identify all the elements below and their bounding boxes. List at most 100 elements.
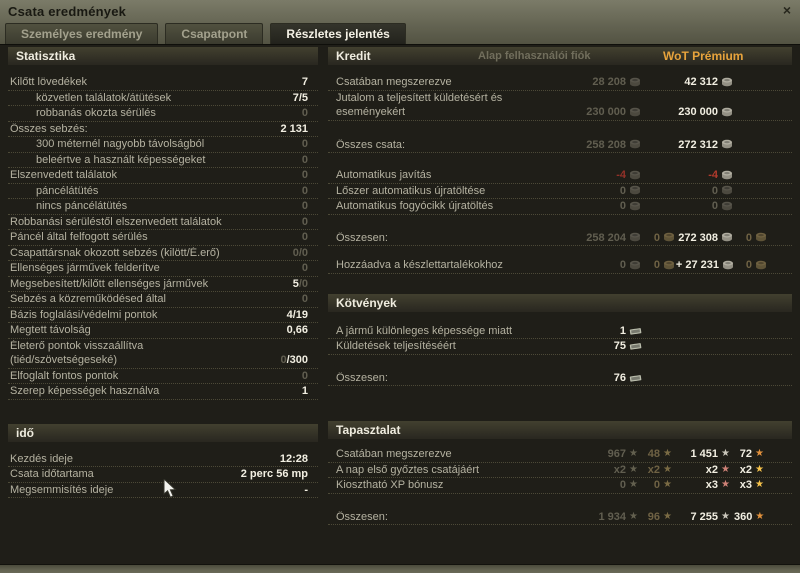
xp-star-icon: ★ — [718, 510, 734, 522]
stat-row: Szerep képességek használva 1 — [8, 384, 318, 400]
credit-value: -4 — [616, 169, 626, 182]
credits-icon — [626, 170, 642, 181]
credits-icon — [626, 185, 642, 196]
time-value: - — [304, 483, 308, 496]
stat-row: beleértve a használt képességeket 0 — [8, 153, 318, 168]
credits-icon — [626, 260, 642, 271]
xp-value: 967 — [607, 448, 626, 461]
bonds-header: Kötvények — [328, 293, 792, 312]
stat-value: /300 — [286, 354, 308, 367]
bond-label: Küldetések teljesítéséért — [336, 340, 456, 353]
stat-row: Csapattársnak okozott sebzés (kilött/É.e… — [8, 246, 318, 261]
stat-label: (tiéd/szövetségeseké) — [10, 354, 117, 367]
xp-star-glyph: ★ — [721, 510, 730, 522]
credit-value: 0 — [619, 200, 626, 213]
credit-cell-c1: 0 — [562, 259, 642, 271]
xp-star-glyph: ★ — [721, 479, 730, 491]
close-icon[interactable]: × — [782, 2, 792, 18]
xp-value: x2 — [613, 463, 626, 476]
stat-value: 4/19 — [286, 308, 308, 321]
time-row: Csata időtartama 2 perc 56 mp — [8, 467, 318, 483]
bond-icon — [626, 326, 642, 336]
xp-row: Kiosztható XP bónusz 0 ★ 0 ★ x3 ★ x3 ★ — [328, 478, 792, 494]
credit-row: Összes csata: 258 208 272 312 — [328, 138, 792, 153]
stat-value: 0 — [301, 231, 308, 244]
xp-cell-c4: x2 ★ — [734, 464, 768, 476]
time-row: Kezdés ideje 12:28 — [8, 452, 318, 467]
credit-value: 28 208 — [592, 76, 626, 89]
xp-star-icon: ★ — [626, 464, 642, 475]
tabs-bar: Személyes eredmény Csapatpont Részletes … — [5, 23, 406, 44]
credit-header-label: Kredit — [336, 49, 371, 63]
stat-label: Páncél által felfogott sérülés — [10, 231, 148, 244]
credits-icon — [718, 201, 734, 212]
xp-star-glyph: ★ — [755, 448, 764, 460]
credits-icon — [719, 260, 734, 271]
xp-star-icon: ★ — [752, 464, 768, 475]
stat-label: Kilőtt lövedékek — [10, 76, 88, 89]
credit-label: eseményekért — [336, 106, 406, 119]
stat-value: 7 — [301, 76, 308, 89]
stat-label: közvetlen találatok/átütések — [36, 91, 172, 104]
credits-icon — [718, 170, 734, 181]
stat-label: Életerő pontok visszaállítva — [10, 339, 144, 352]
stat-row: Életerő pontok visszaállítva — [8, 339, 318, 354]
credit-value: -4 — [708, 169, 718, 182]
window-title: Csata eredmények — [8, 3, 127, 19]
credits-icon — [718, 77, 734, 88]
credit-label: Hozzáadva a készlettartalékokhoz — [336, 259, 503, 272]
bond-label: A jármű különleges képessége miatt — [336, 324, 513, 337]
stat-label: Robbanási sérüléstől elszenvedett talála… — [10, 215, 222, 228]
xp-cell-c4: 360 ★ — [734, 511, 768, 523]
credit-row: Automatikus javítás -4 -4 — [328, 168, 792, 184]
time-rows: Kezdés ideje 12:28 Csata időtartama 2 perc … — [8, 452, 318, 498]
stat-label: Szerep képességek használva — [10, 385, 160, 398]
xp-value: 0 — [619, 479, 626, 492]
stat-label: Ellenséges járművek felderítve — [10, 262, 160, 275]
xp-label: Kiosztható XP bónusz — [336, 479, 444, 492]
xp-star-glyph: ★ — [663, 510, 672, 522]
stat-label: 300 méternél nagyobb távolságból — [36, 138, 205, 151]
xp-star-icon: ★ — [660, 449, 676, 459]
credit-cell-c1: 258 208 — [562, 139, 642, 151]
credit-cell-c1: 0 — [562, 200, 642, 212]
gold-icon — [752, 232, 768, 243]
stat-value: 2 131 — [280, 122, 308, 135]
credit-value: 258 208 — [586, 138, 626, 151]
xp-star-icon: ★ — [752, 480, 768, 490]
stat-value: 0 — [301, 138, 308, 151]
bonds-rows: A jármű különleges képessége miatt 1 Külde… — [328, 324, 792, 386]
tab-detailed-report[interactable]: Részletes jelentés — [270, 23, 406, 44]
credits-icon — [626, 201, 642, 212]
stat-row: nincs páncélátütés 0 — [8, 199, 318, 215]
credit-row: Hozzáadva a készlettartalékokhoz 0 0 + 27 2… — [328, 258, 792, 274]
xp-rows: Csatában megszerezve 967 ★ 48 ★ 1 451 ★ 72 ★ A na… — [328, 447, 792, 525]
credit-cell-c3: 42 312 — [676, 76, 734, 88]
credit-row: eseményekért 230 000 230 000 — [328, 105, 792, 121]
xp-cell-c1: 967 ★ — [562, 448, 642, 460]
stat-row: Robbanási sérüléstől elszenvedett talála… — [8, 215, 318, 230]
credit-value: 0 — [711, 200, 718, 213]
tab-team-score[interactable]: Csapatpont — [165, 23, 264, 44]
stat-value: 0 — [301, 369, 308, 382]
credit-cell-c2: 0 — [642, 232, 676, 244]
xp-star-glyph: ★ — [663, 448, 672, 460]
bond-cell-c1: 1 — [562, 325, 642, 337]
xp-cell-c3: x3 ★ — [676, 479, 734, 491]
credit-row: Automatikus fogyócikk újratöltés 0 0 — [328, 199, 792, 215]
xp-value: 1 451 — [690, 448, 718, 461]
stat-row: közvetlen találatok/átütések 7/5 — [8, 91, 318, 106]
credit-value: 42 312 — [684, 76, 718, 89]
xp-value: 1 934 — [598, 510, 626, 523]
gold-icon — [660, 232, 676, 243]
xp-value: x3 — [705, 479, 718, 492]
tab-personal-result[interactable]: Személyes eredmény — [5, 23, 159, 44]
time-value: 12:28 — [279, 452, 308, 465]
credits-icon — [626, 232, 642, 243]
xp-cell-c1: x2 ★ — [562, 464, 642, 476]
xp-row: A nap első győztes csatájáért x2 ★ x2 ★ x2 ★ x2… — [328, 463, 792, 478]
credits-icon — [718, 107, 734, 118]
time-label: Kezdés ideje — [10, 452, 73, 465]
xp-star-icon: ★ — [752, 449, 768, 459]
credit-label: Automatikus javítás — [336, 169, 432, 182]
